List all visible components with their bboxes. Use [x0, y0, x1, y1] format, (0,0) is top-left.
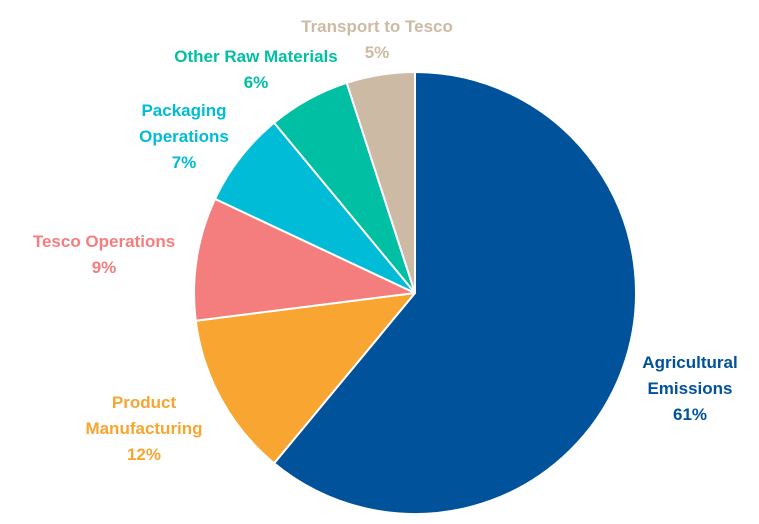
label-tesco-ops-pct: 9%: [91, 258, 117, 277]
label-agricultural-line1: Agricultural: [642, 353, 738, 372]
label-agricultural-line2: Emissions: [647, 379, 733, 398]
label-tesco-operations: Tesco Operations 9%: [33, 229, 175, 281]
label-other-raw-line1: Other Raw Materials: [174, 47, 338, 66]
label-agricultural-pct: 61%: [672, 405, 708, 424]
label-packaging-line2: Operations: [139, 127, 229, 146]
pie-slice-agricultural-emissions: [273, 71, 637, 515]
label-other-raw-materials: Other Raw Materials 6%: [174, 44, 337, 96]
label-product-manufacturing: Product Manufacturing 12%: [85, 390, 202, 468]
label-packaging-line1: Packaging: [141, 101, 227, 120]
pie-slice-product-manufacturing: [194, 292, 416, 465]
pie-slice-tesco-operations: [193, 197, 416, 322]
label-packaging-operations: Packaging Operations 7%: [139, 98, 229, 176]
label-product-pct: 12%: [126, 445, 162, 464]
label-transport-pct: 5%: [364, 43, 390, 62]
label-agricultural-emissions: Agricultural Emissions 61%: [642, 350, 737, 428]
label-transport-to-tesco: Transport to Tesco 5%: [301, 14, 453, 66]
pie-slice-transport-to-tesco: [345, 71, 416, 294]
label-product-line1: Product: [111, 393, 177, 412]
label-transport-line1: Transport to Tesco: [301, 17, 453, 36]
label-tesco-ops-line1: Tesco Operations: [32, 232, 176, 251]
label-other-raw-pct: 6%: [243, 73, 269, 92]
label-packaging-pct: 7%: [171, 153, 197, 172]
label-product-line2: Manufacturing: [85, 419, 203, 438]
